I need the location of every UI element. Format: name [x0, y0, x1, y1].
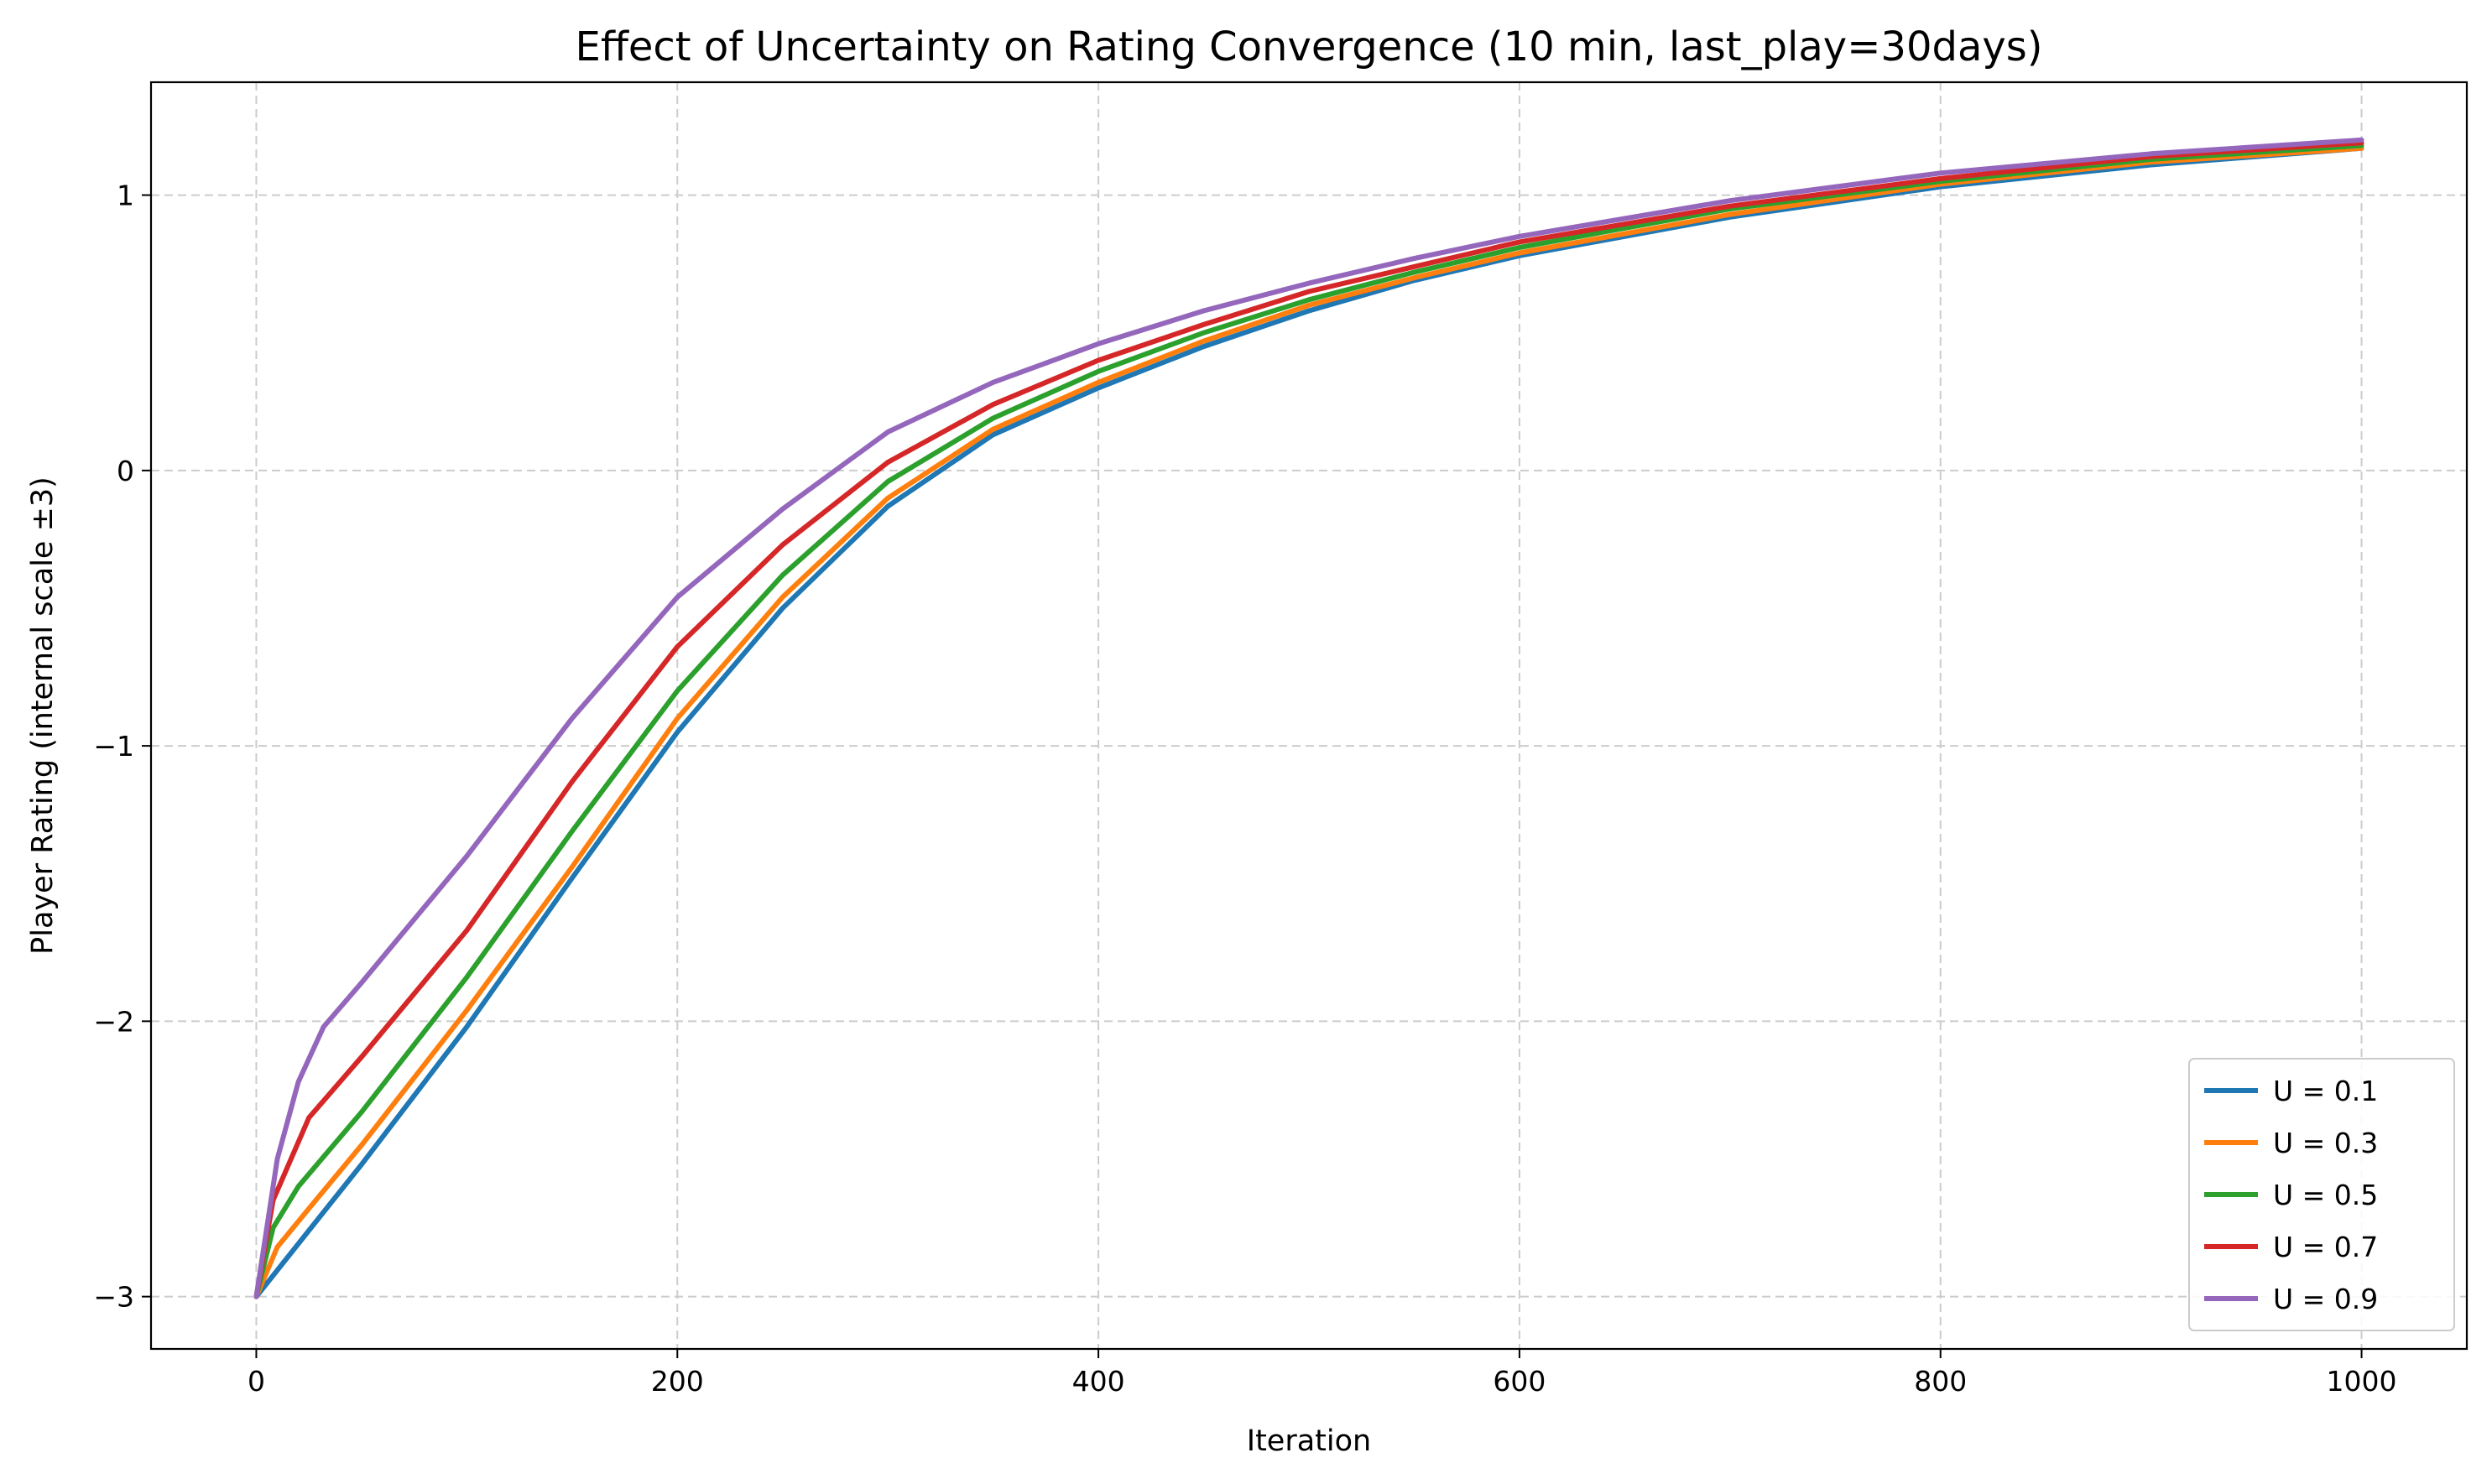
legend-label-4: U = 0.7: [2273, 1231, 2378, 1263]
legend-label-3: U = 0.5: [2273, 1179, 2378, 1211]
plot-frame: [149, 81, 2469, 1351]
x-tick-label: 600: [1493, 1365, 1546, 1398]
legend: U = 0.1 U = 0.3 U = 0.5 U = 0.7 U = 0.9: [2188, 1058, 2455, 1331]
y-tick-label: −1: [93, 730, 134, 763]
series-line-5: [253, 137, 2364, 1299]
series-line-3: [253, 143, 2364, 1299]
y-tick-label: 0: [117, 455, 134, 487]
x-tick-label: 400: [1072, 1365, 1125, 1398]
legend-label-2: U = 0.3: [2273, 1127, 2378, 1159]
x-tick-label: 0: [248, 1365, 265, 1398]
y-tick-label: −2: [93, 1005, 134, 1038]
x-tick-label: 200: [651, 1365, 704, 1398]
legend-label-1: U = 0.1: [2273, 1075, 2378, 1107]
y-tick-label: 1: [117, 180, 134, 212]
tick-layer: 0 200 400 600 800 1000 −3 −2 −1 0 1: [93, 180, 2396, 1398]
x-tick-label: 1000: [2327, 1365, 2397, 1398]
y-tick-label: −3: [93, 1281, 134, 1314]
series-line-2: [253, 145, 2364, 1299]
series-line-4: [253, 140, 2364, 1299]
x-tick-label: 800: [1914, 1365, 1967, 1398]
series-line-1: [253, 145, 2364, 1299]
chart-title: Effect of Uncertainty on Rating Converge…: [575, 23, 2042, 70]
legend-box: [2188, 1058, 2455, 1331]
y-axis-label: Player Rating (internal scale ±3): [26, 476, 60, 955]
x-axis-label: Iteration: [1247, 1424, 1371, 1458]
series-layer: [253, 137, 2364, 1299]
legend-label-5: U = 0.9: [2273, 1283, 2378, 1315]
